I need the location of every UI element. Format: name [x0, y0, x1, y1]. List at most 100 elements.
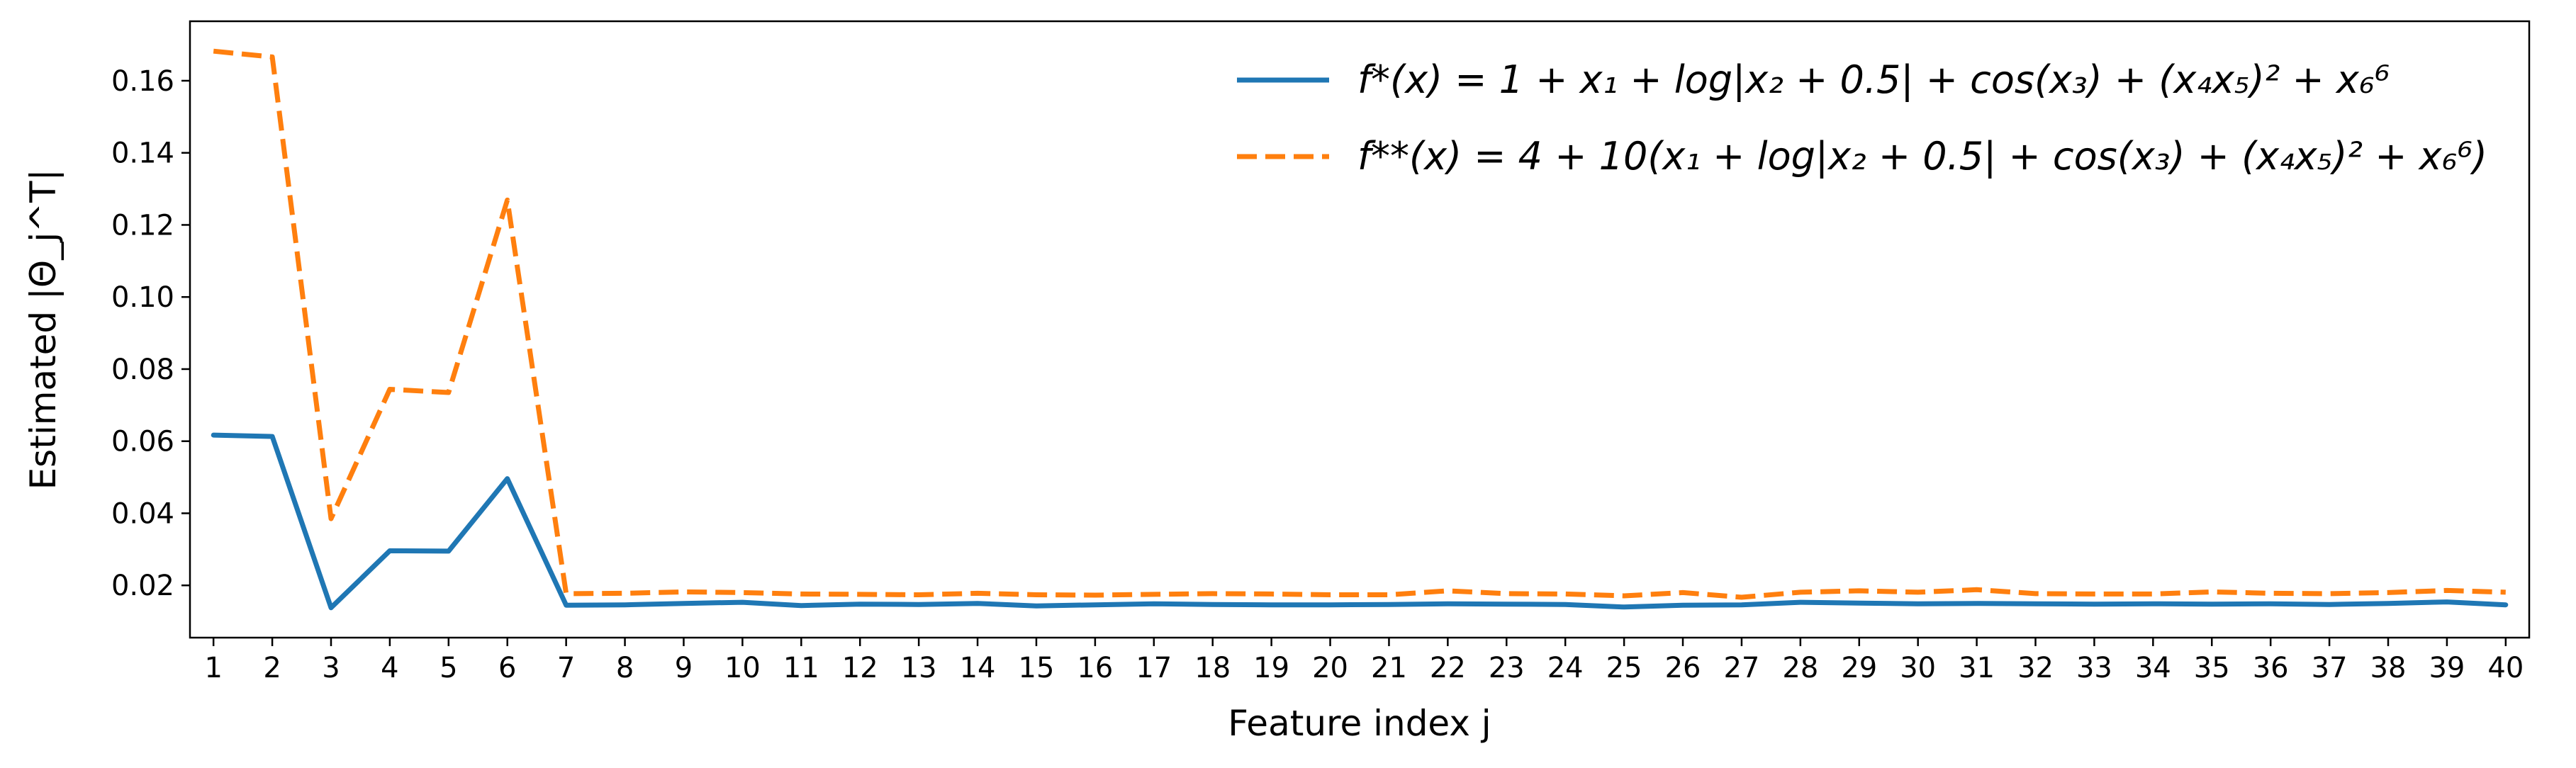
series-2-point: [858, 592, 862, 597]
x-tick-label: 1: [204, 652, 222, 684]
x-tick-label: 17: [1136, 652, 1172, 684]
x-tick-label: 5: [439, 652, 457, 684]
x-tick-label: 39: [2429, 652, 2465, 684]
series-2-point: [1152, 592, 1156, 597]
y-tick-label: 0.08: [111, 354, 174, 386]
series-1-point: [388, 548, 392, 553]
series-2-point: [2327, 592, 2331, 596]
series-1-point: [2386, 602, 2390, 606]
x-tick-label: 6: [498, 652, 516, 684]
x-tick-label: 13: [901, 652, 937, 684]
series-1-point: [858, 602, 862, 606]
x-tick-label: 22: [1430, 652, 1466, 684]
series-1-point: [2034, 602, 2038, 606]
series-2-point: [1387, 592, 1391, 597]
x-tick-label: 26: [1665, 652, 1701, 684]
series-2-point: [1681, 590, 1685, 594]
series-line-1: [211, 432, 2509, 611]
series-2-point: [329, 516, 333, 521]
series-1-point: [1916, 602, 1920, 606]
y-axis-ticks: 0.02 0.04 0.06 0.08 0.10 0.12 0.14 0.16: [111, 65, 190, 602]
series-2-point: [564, 592, 569, 596]
x-tick-label: 14: [960, 652, 996, 684]
legend-label-2: f**(x) = 4 + 10(x₁ + log|x₂ + 0.5| + cos…: [1357, 134, 2487, 179]
x-axis-title: Feature index j: [1228, 703, 1491, 744]
y-tick-label: 0.16: [111, 65, 174, 98]
series-2-point: [1504, 592, 1508, 596]
series-1-point: [1798, 600, 1803, 604]
series-2-point: [2268, 591, 2273, 595]
y-tick-label: 0.02: [111, 570, 174, 602]
series-1-point: [681, 602, 685, 606]
series-1-point: [211, 433, 215, 437]
series-1-point: [1681, 603, 1685, 607]
y-tick-label: 0.12: [111, 209, 174, 242]
x-tick-label: 9: [675, 652, 693, 684]
series-1-point: [1857, 601, 1861, 605]
series-1-point: [1387, 602, 1391, 606]
series-2-point: [2504, 590, 2508, 594]
series-2-point: [1975, 587, 1979, 592]
series-1-point: [2327, 602, 2331, 606]
series-2-point: [505, 198, 510, 202]
x-tick-label: 7: [557, 652, 575, 684]
series-1-point: [1328, 603, 1333, 607]
series-1-point: [564, 603, 569, 607]
y-tick-label: 0.04: [111, 497, 174, 530]
series-2-point: [1034, 592, 1038, 597]
x-tick-label: 20: [1312, 652, 1348, 684]
x-tick-label: 29: [1841, 652, 1877, 684]
series-1-point: [623, 603, 627, 607]
series-1-point: [447, 549, 451, 553]
x-tick-label: 21: [1371, 652, 1407, 684]
series-2-point: [917, 592, 921, 597]
x-tick-label: 10: [724, 652, 761, 684]
series-1-point: [1211, 602, 1215, 606]
x-tick-label: 12: [842, 652, 878, 684]
x-tick-label: 35: [2194, 652, 2230, 684]
x-tick-label: 11: [783, 652, 819, 684]
series-2-point: [681, 589, 685, 594]
x-tick-label: 31: [1959, 652, 1995, 684]
series-2-point: [623, 591, 627, 595]
plot-frame: [189, 20, 2531, 639]
x-tick-label: 15: [1019, 652, 1055, 684]
series-2-point: [1563, 592, 1567, 596]
x-tick-label: 25: [1606, 652, 1642, 684]
x-tick-label: 23: [1489, 652, 1525, 684]
series-2-point: [2210, 589, 2214, 594]
x-tick-label: 30: [1900, 652, 1936, 684]
x-tick-label: 33: [2076, 652, 2112, 684]
series-2-point: [1857, 589, 1861, 593]
x-tick-label: 36: [2253, 652, 2289, 684]
series-2-point: [799, 592, 803, 596]
series-1-point: [329, 606, 333, 610]
series-2-point: [270, 55, 274, 59]
series-2-point: [447, 390, 451, 395]
series-2-point: [1798, 590, 1803, 594]
series-2-point: [2151, 592, 2155, 596]
series-layer: [211, 48, 2509, 611]
series-2-point: [1328, 592, 1333, 597]
series-2-point: [1445, 589, 1450, 593]
series-1-point: [2151, 602, 2155, 606]
series-1-point: [270, 434, 274, 439]
series-2-point: [975, 591, 980, 595]
series-2-point: [1093, 593, 1097, 597]
series-2-point: [2092, 592, 2096, 596]
series-1-point: [799, 604, 803, 608]
series-1-point: [1622, 605, 1626, 609]
x-tick-label: 28: [1782, 652, 1818, 684]
legend-label-1: f*(x) = 1 + x₁ + log|x₂ + 0.5| + cos(x₃)…: [1357, 57, 2390, 102]
series-2-point: [1916, 590, 1920, 594]
x-tick-label: 8: [616, 652, 634, 684]
series-2-point: [1740, 595, 1744, 599]
series-2-point: [740, 590, 744, 594]
plot-area: [189, 20, 2531, 639]
legend: f*(x) = 1 + x₁ + log|x₂ + 0.5| + cos(x₃)…: [1237, 57, 2487, 179]
series-1-point: [505, 477, 510, 481]
series-1-point: [1975, 602, 1979, 606]
x-tick-label: 18: [1194, 652, 1231, 684]
